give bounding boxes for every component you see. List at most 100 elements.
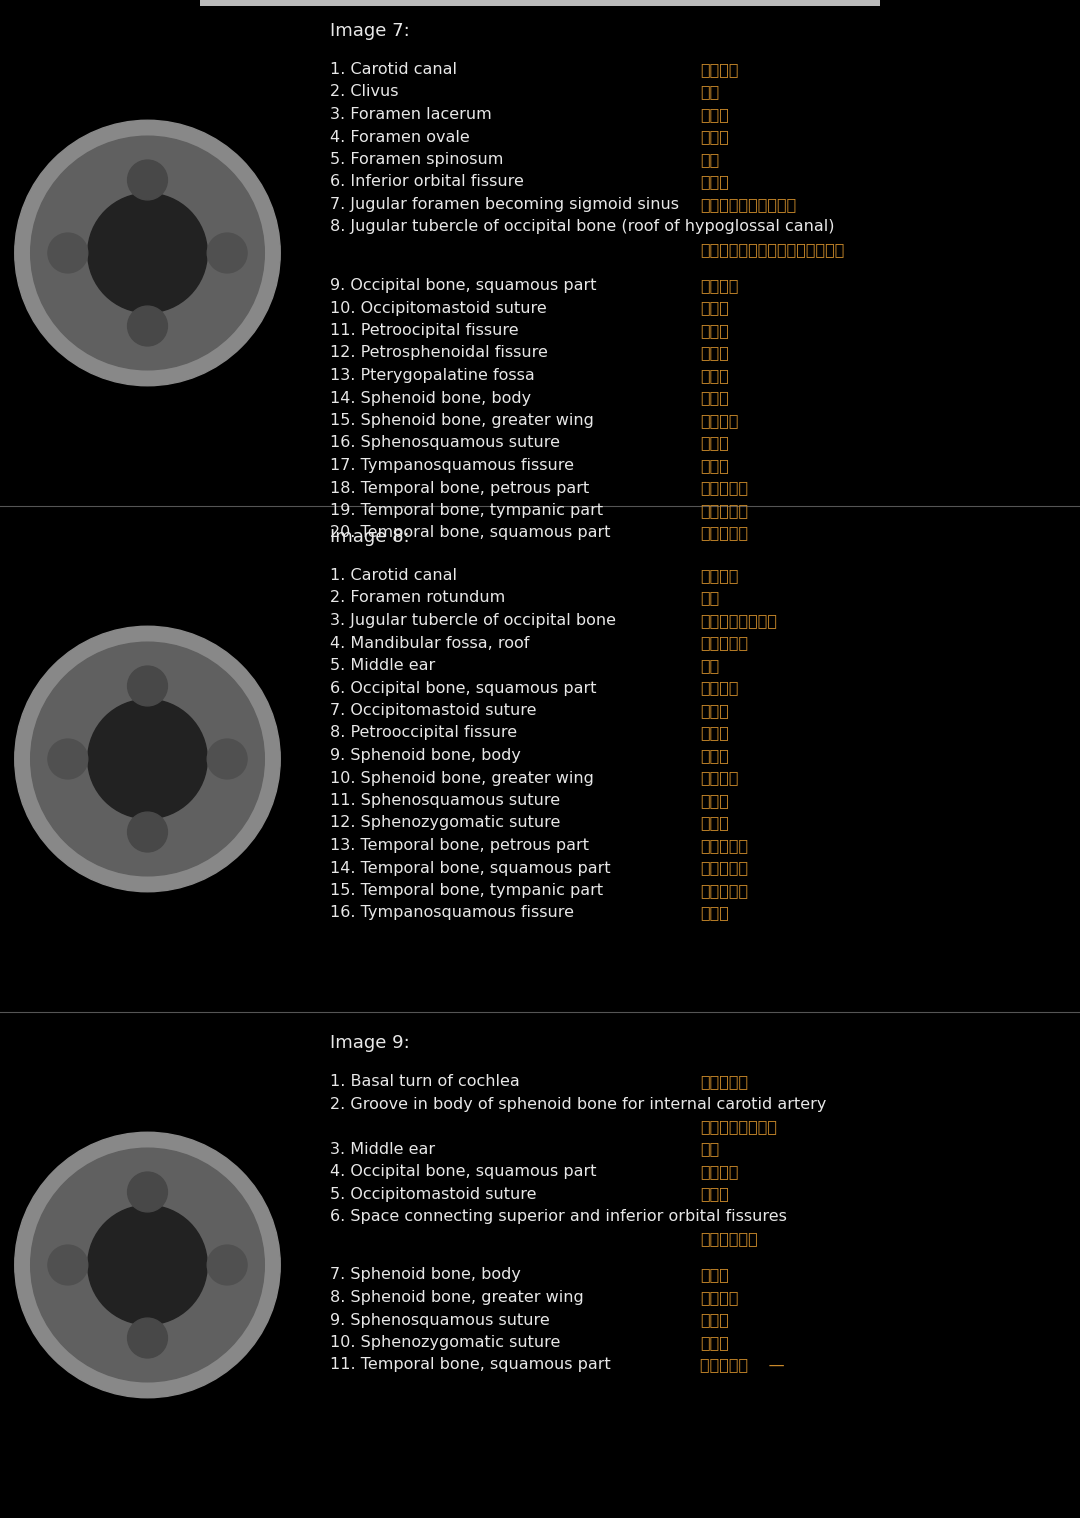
Circle shape: [48, 739, 87, 779]
Text: 眶下裂: 眶下裂: [700, 175, 729, 190]
Circle shape: [127, 812, 167, 852]
Text: 10. Sphenoid bone, greater wing: 10. Sphenoid bone, greater wing: [330, 771, 594, 785]
Text: 卵圆孔: 卵圆孔: [700, 129, 729, 144]
Circle shape: [207, 234, 247, 273]
Text: 圆孔: 圆孔: [700, 591, 719, 606]
Text: 颋骨，麞部: 颋骨，麞部: [700, 861, 748, 876]
Text: 蝶骨体: 蝶骨体: [700, 748, 729, 764]
Text: Image 7:: Image 7:: [330, 21, 409, 39]
Text: 枠乳缝: 枠乳缝: [700, 301, 729, 316]
Text: 9. Sphenoid bone, body: 9. Sphenoid bone, body: [330, 748, 521, 764]
Text: 枠骨麞部: 枠骨麞部: [700, 1164, 739, 1179]
Circle shape: [48, 1245, 87, 1284]
Text: 5. Middle ear: 5. Middle ear: [330, 657, 435, 672]
Text: 蝶骨大翃: 蝶骨大翃: [700, 413, 739, 428]
Text: 棘孔: 棘孔: [700, 152, 719, 167]
Text: 颈动脉管: 颈动脉管: [700, 568, 739, 583]
Circle shape: [30, 137, 265, 370]
Text: 17. Tympanosquamous fissure: 17. Tympanosquamous fissure: [330, 458, 573, 474]
Bar: [200, 0, 880, 6]
Text: 11. Sphenosquamous suture: 11. Sphenosquamous suture: [330, 792, 561, 808]
Text: 8. Petrooccipital fissure: 8. Petrooccipital fissure: [330, 726, 517, 741]
Text: 下颌窝，顶: 下颌窝，顶: [700, 636, 748, 651]
Text: 7. Occipitomastoid suture: 7. Occipitomastoid suture: [330, 703, 537, 718]
Text: 11. Temporal bone, squamous part: 11. Temporal bone, squamous part: [330, 1357, 611, 1372]
Circle shape: [207, 739, 247, 779]
Text: 颋骨，鼓部: 颋骨，鼓部: [700, 502, 748, 518]
Text: 颋骨，岩部: 颋骨，岩部: [700, 481, 748, 495]
Text: 枠乳缝: 枠乳缝: [700, 703, 729, 718]
Circle shape: [87, 193, 207, 313]
Circle shape: [15, 120, 280, 386]
Text: 2. Foramen rotundum: 2. Foramen rotundum: [330, 591, 505, 606]
Text: 中耳: 中耳: [700, 1142, 719, 1157]
Text: 12. Petrosphenoidal fissure: 12. Petrosphenoidal fissure: [330, 346, 548, 360]
Text: 岩枠裂: 岩枠裂: [700, 323, 729, 339]
Circle shape: [127, 159, 167, 200]
Text: 15. Temporal bone, tympanic part: 15. Temporal bone, tympanic part: [330, 883, 603, 899]
Text: 枠骨颈静脉结节（舌下神经管顶）: 枠骨颈静脉结节（舌下神经管顶）: [700, 241, 845, 257]
Text: 翼腸窝: 翼腸窝: [700, 367, 729, 383]
Text: 枠骨麞部: 枠骨麞部: [700, 680, 739, 695]
Text: 1. Carotid canal: 1. Carotid canal: [330, 568, 457, 583]
Text: 蝶麞缝: 蝶麞缝: [700, 1313, 729, 1328]
Text: 1. Carotid canal: 1. Carotid canal: [330, 62, 457, 77]
Text: 16. Sphenosquamous suture: 16. Sphenosquamous suture: [330, 436, 561, 451]
Text: 破裂孔: 破裂孔: [700, 106, 729, 121]
Text: 枠骨麞部: 枠骨麞部: [700, 278, 739, 293]
Text: 4. Mandibular fossa, roof: 4. Mandibular fossa, roof: [330, 636, 529, 651]
Circle shape: [127, 1318, 167, 1359]
Text: 20. Temporal bone, squamous part: 20. Temporal bone, squamous part: [330, 525, 610, 540]
Text: 蝶骨体的颈动脉沟: 蝶骨体的颈动脉沟: [700, 1119, 777, 1134]
Circle shape: [87, 700, 207, 818]
Text: 2. Groove in body of sphenoid bone for internal carotid artery: 2. Groove in body of sphenoid bone for i…: [330, 1096, 826, 1111]
Text: 岩蝶裂: 岩蝶裂: [700, 346, 729, 360]
Text: 上下眶裂间隙: 上下眶裂间隙: [700, 1231, 758, 1246]
Text: 颈静脉孔延伸为乙状穦: 颈静脉孔延伸为乙状穦: [700, 197, 796, 213]
Text: 蝶颌缝: 蝶颌缝: [700, 815, 729, 830]
Text: 蝶骨大翃: 蝶骨大翃: [700, 1290, 739, 1305]
Text: 枠骨的颈静脉结节: 枠骨的颈静脉结节: [700, 613, 777, 628]
Text: 耳蝶基底弯: 耳蝶基底弯: [700, 1075, 748, 1088]
Circle shape: [207, 1245, 247, 1284]
Text: 4. Foramen ovale: 4. Foramen ovale: [330, 129, 470, 144]
Text: 颋骨，麞部: 颋骨，麞部: [700, 525, 748, 540]
Bar: [0, 505, 295, 1013]
Text: 1. Basal turn of cochlea: 1. Basal turn of cochlea: [330, 1075, 519, 1088]
Text: 8. Sphenoid bone, greater wing: 8. Sphenoid bone, greater wing: [330, 1290, 584, 1305]
Text: 7. Jugular foramen becoming sigmoid sinus: 7. Jugular foramen becoming sigmoid sinu…: [330, 197, 679, 213]
Text: 14. Temporal bone, squamous part: 14. Temporal bone, squamous part: [330, 861, 610, 876]
Text: 岩枠裂: 岩枠裂: [700, 726, 729, 741]
Text: 16. Tympanosquamous fissure: 16. Tympanosquamous fissure: [330, 906, 573, 920]
Circle shape: [15, 627, 280, 891]
Circle shape: [30, 1148, 265, 1381]
Text: 3. Middle ear: 3. Middle ear: [330, 1142, 435, 1157]
Text: 12. Sphenozygomatic suture: 12. Sphenozygomatic suture: [330, 815, 561, 830]
Circle shape: [48, 234, 87, 273]
Circle shape: [127, 666, 167, 706]
Text: 6. Space connecting superior and inferior orbital fissures: 6. Space connecting superior and inferio…: [330, 1208, 787, 1224]
Text: 中耳: 中耳: [700, 657, 719, 672]
Text: 8. Jugular tubercle of occipital bone (roof of hypoglossal canal): 8. Jugular tubercle of occipital bone (r…: [330, 220, 835, 234]
Circle shape: [30, 642, 265, 876]
Bar: [0, 0, 295, 505]
Text: Image 9:: Image 9:: [330, 1034, 409, 1052]
Text: 颈动脉管: 颈动脉管: [700, 62, 739, 77]
Text: 鼓麞裂: 鼓麞裂: [700, 906, 729, 920]
Text: 9. Sphenosquamous suture: 9. Sphenosquamous suture: [330, 1313, 550, 1328]
Text: 颋骨，鼓部: 颋骨，鼓部: [700, 883, 748, 899]
Text: 斜坡: 斜坡: [700, 85, 719, 100]
Text: 枠乳缝: 枠乳缝: [700, 1187, 729, 1202]
Text: 鼓麞裂: 鼓麞裂: [700, 458, 729, 474]
Text: 6. Occipital bone, squamous part: 6. Occipital bone, squamous part: [330, 680, 596, 695]
Text: 13. Pterygopalatine fossa: 13. Pterygopalatine fossa: [330, 367, 535, 383]
Text: 10. Occipitomastoid suture: 10. Occipitomastoid suture: [330, 301, 546, 316]
Circle shape: [15, 1132, 280, 1398]
Text: 颋骨，岩部: 颋骨，岩部: [700, 838, 748, 853]
Text: 3. Foramen lacerum: 3. Foramen lacerum: [330, 106, 491, 121]
Text: 10. Sphenozygomatic suture: 10. Sphenozygomatic suture: [330, 1334, 561, 1350]
Text: 蝶骨大翃: 蝶骨大翃: [700, 771, 739, 785]
Text: 19. Temporal bone, tympanic part: 19. Temporal bone, tympanic part: [330, 502, 603, 518]
Text: 14. Sphenoid bone, body: 14. Sphenoid bone, body: [330, 390, 531, 405]
Text: 5. Foramen spinosum: 5. Foramen spinosum: [330, 152, 503, 167]
